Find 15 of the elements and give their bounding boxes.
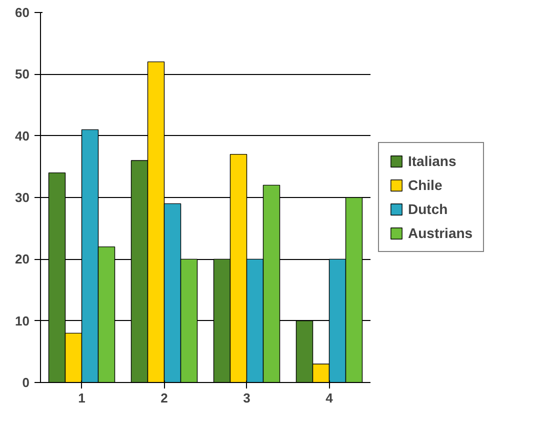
y-tick-label: 0	[22, 375, 30, 390]
x-tick-label: 4	[326, 390, 334, 406]
y-tick-label: 30	[15, 190, 30, 205]
legend-label: Italians	[408, 153, 456, 169]
y-tick-label: 20	[15, 252, 30, 267]
y-tick-label: 40	[15, 128, 30, 144]
y-tick-label: 10	[15, 313, 30, 328]
x-tick-label: 3	[243, 390, 250, 406]
legend-label: Chile	[408, 177, 442, 193]
x-tick-label: 1	[78, 390, 86, 406]
y-tick-label: 50	[15, 66, 30, 82]
x-tick-label: 2	[160, 390, 168, 406]
y-tick-label: 60	[15, 5, 30, 20]
legend-label: Austrians	[408, 225, 473, 241]
legend-label: Dutch	[408, 201, 448, 217]
